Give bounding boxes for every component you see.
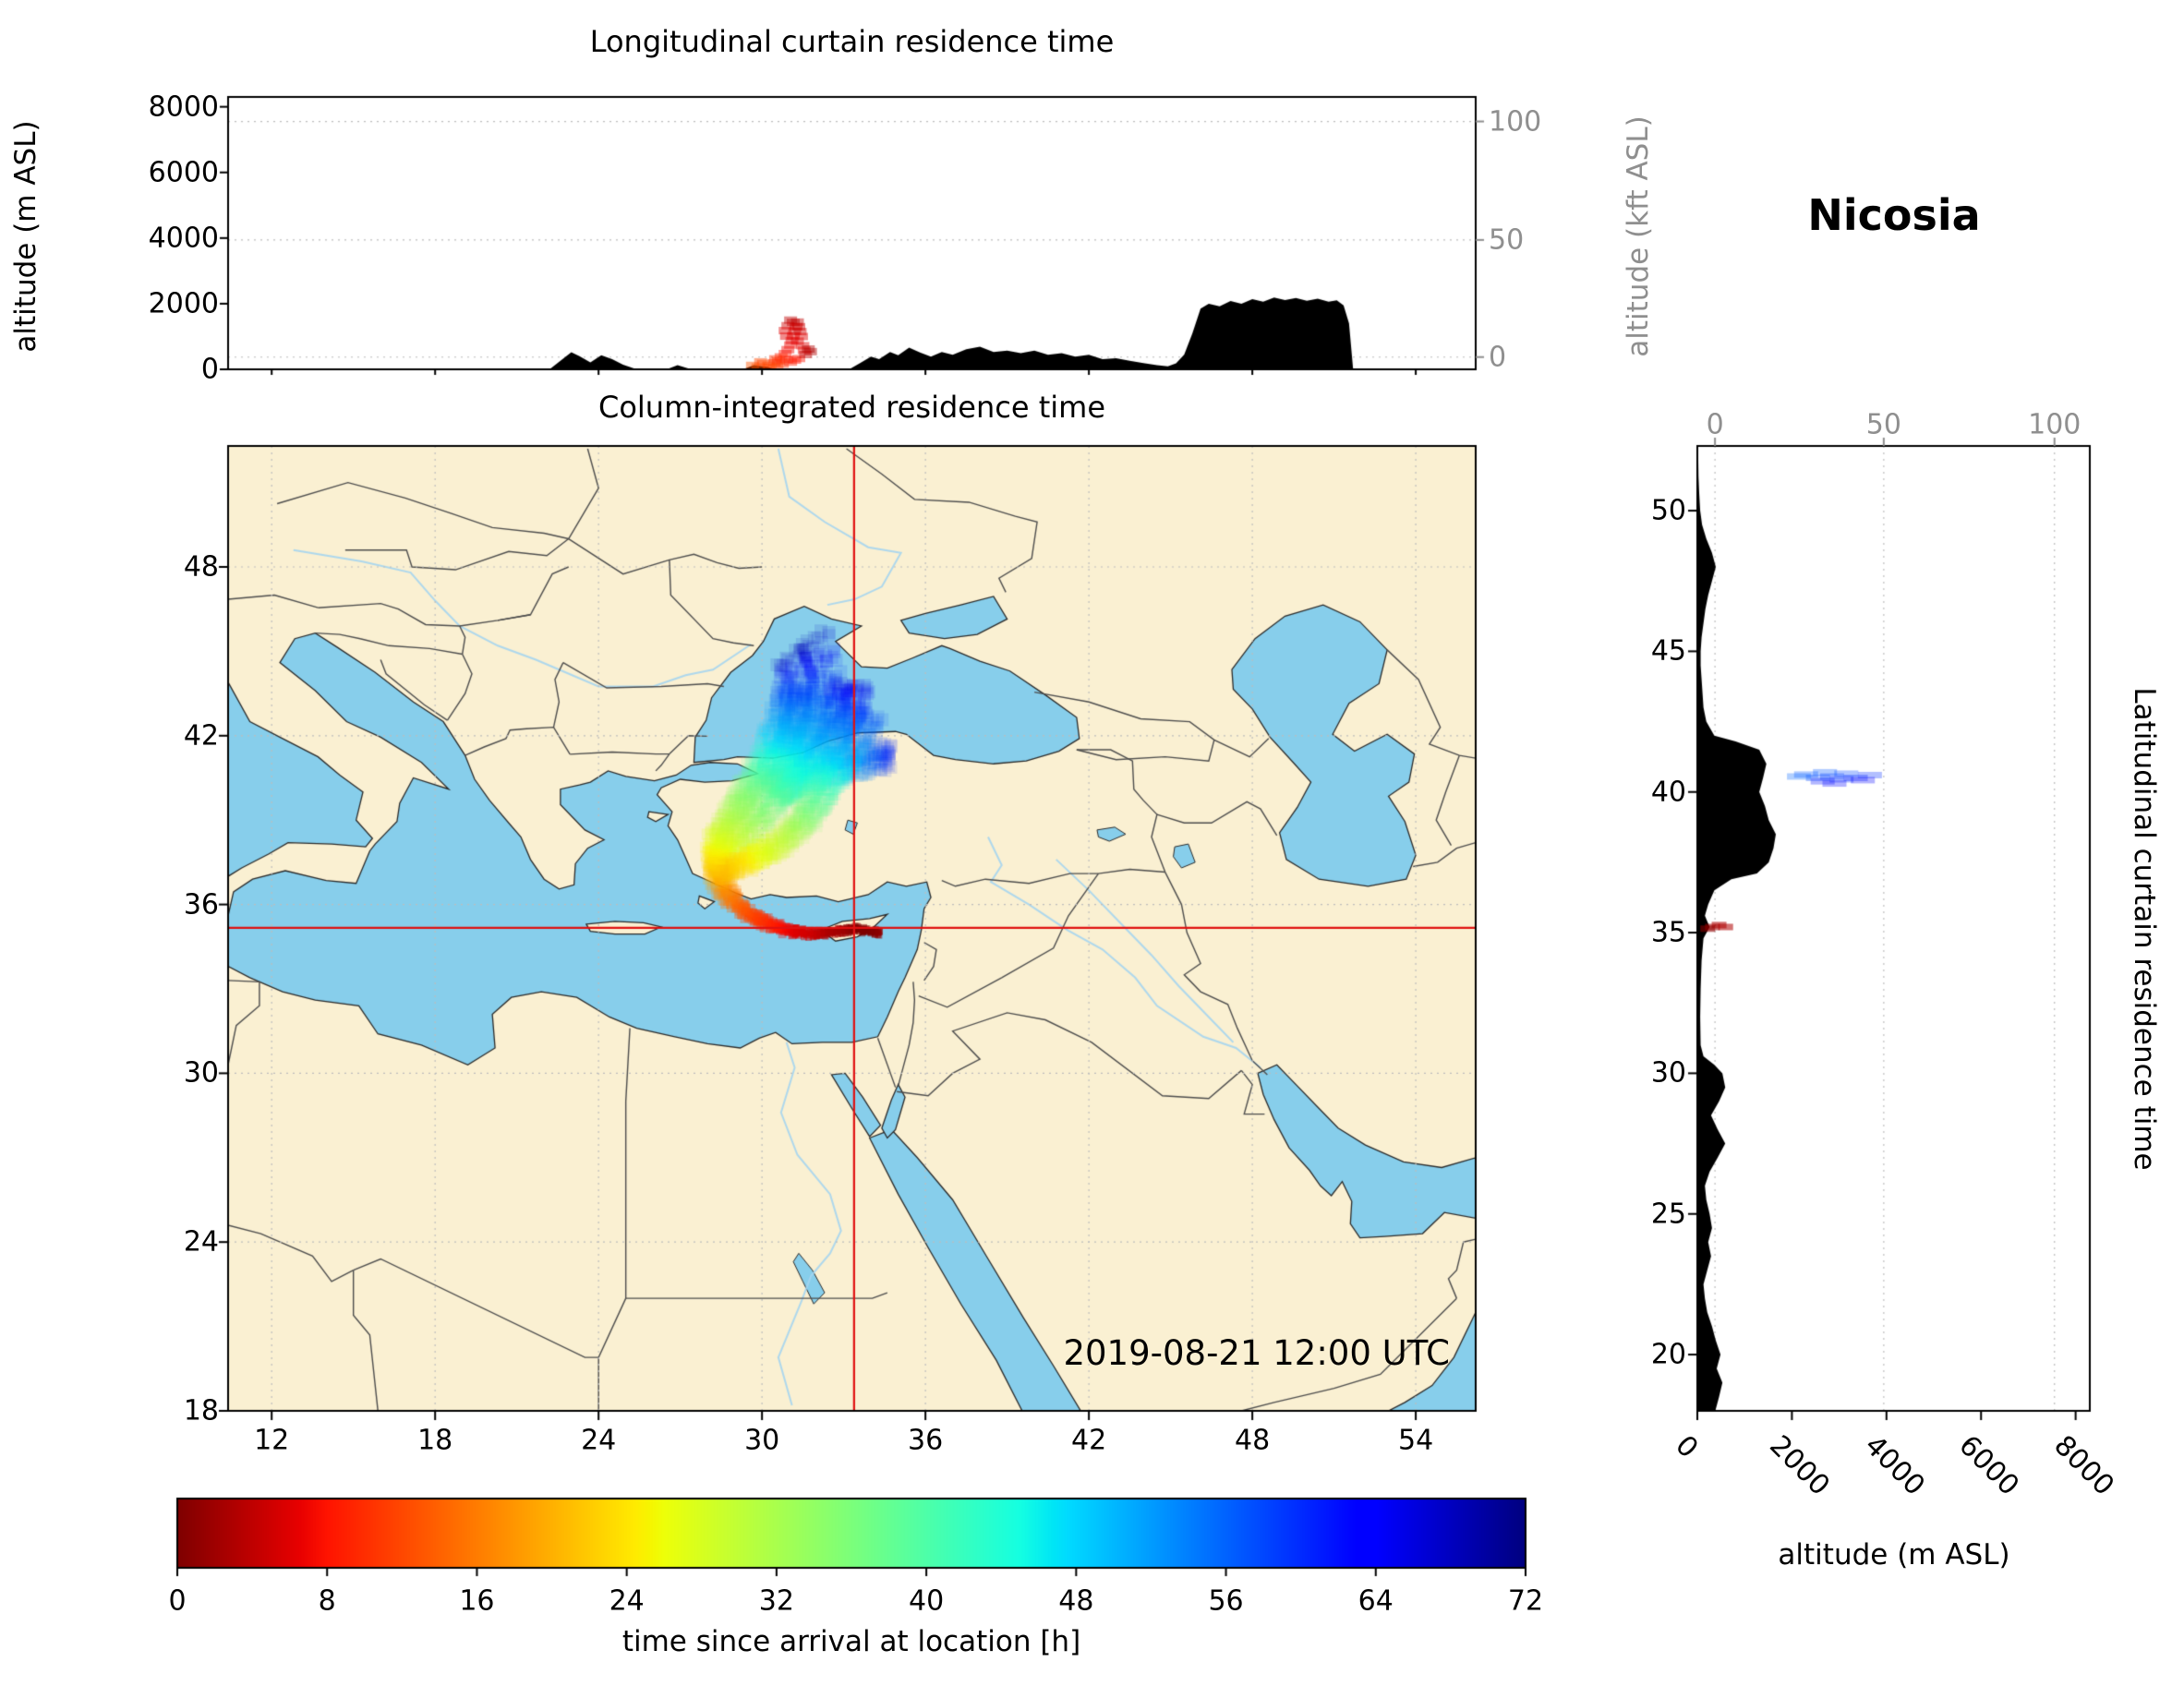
colorbar-tick: 0 — [168, 1584, 187, 1618]
map-lat-tick: 18 — [183, 1394, 219, 1427]
lat-panel-kft-tick: 100 — [2028, 408, 2081, 441]
long-ytick: 8000 — [148, 90, 219, 124]
map-lon-tick: 54 — [1398, 1424, 1434, 1457]
map-panel-title: Column-integrated residence time — [597, 390, 1106, 425]
colorbar-tick: 48 — [1058, 1584, 1094, 1618]
longitudinal-ylabel-left: altitude (m ASL) — [9, 120, 42, 353]
lat-panel-ytick: 30 — [1650, 1056, 1686, 1090]
lat-panel-ytick: 25 — [1650, 1198, 1686, 1231]
station-name: Nicosia — [1807, 190, 1981, 240]
long-kft-tick: 0 — [1489, 341, 1507, 374]
lat-panel-ytick: 45 — [1650, 634, 1686, 668]
map-lon-tick: 24 — [581, 1424, 617, 1457]
colorbar-tick: 8 — [318, 1584, 336, 1618]
map-datetime-label: 2019-08-21 12:00 UTC — [1063, 1333, 1450, 1373]
latitudinal-panel-title: Latitudinal curtain residence time — [2128, 687, 2161, 1171]
map-lat-tick: 42 — [183, 719, 219, 753]
map-lon-tick: 42 — [1071, 1424, 1107, 1457]
colorbar-tick: 24 — [609, 1584, 645, 1618]
latitudinal-xlabel: altitude (m ASL) — [1778, 1538, 2010, 1572]
colorbar-tick: 40 — [909, 1584, 945, 1618]
long-kft-tick: 50 — [1489, 223, 1525, 257]
lat-panel-ytick: 40 — [1650, 776, 1686, 809]
lat-panel-kft-tick: 0 — [1706, 408, 1724, 441]
map-lon-tick: 36 — [908, 1424, 944, 1457]
colorbar-tick: 56 — [1208, 1584, 1244, 1618]
colorbar-tick: 32 — [758, 1584, 794, 1618]
map-lat-tick: 48 — [183, 550, 219, 584]
long-ytick: 4000 — [148, 222, 219, 255]
colorbar-tick: 16 — [459, 1584, 495, 1618]
lat-panel-kft-tick: 50 — [1865, 408, 1901, 441]
map-lon-tick: 18 — [417, 1424, 453, 1457]
lat-panel-ytick: 50 — [1650, 494, 1686, 527]
map-lon-tick: 12 — [254, 1424, 290, 1457]
longitudinal-panel-title: Longitudinal curtain residence time — [589, 24, 1115, 59]
map-lon-tick: 30 — [744, 1424, 780, 1457]
lat-panel-ytick: 20 — [1650, 1338, 1686, 1371]
colorbar-label: time since arrival at location [h] — [621, 1625, 1081, 1658]
longitudinal-ylabel-right: altitude (kft ASL) — [1622, 115, 1655, 357]
map-lon-tick: 48 — [1235, 1424, 1271, 1457]
lat-panel-ytick: 35 — [1650, 916, 1686, 949]
colorbar-tick: 64 — [1357, 1584, 1394, 1618]
map-lat-tick: 24 — [183, 1225, 219, 1258]
long-kft-tick: 100 — [1489, 105, 1542, 138]
colorbar-tick: 72 — [1507, 1584, 1544, 1618]
long-ytick: 2000 — [148, 287, 219, 320]
long-ytick: 0 — [200, 353, 219, 386]
map-lat-tick: 30 — [183, 1056, 219, 1090]
long-ytick: 6000 — [148, 156, 219, 189]
map-lat-tick: 36 — [183, 888, 219, 921]
